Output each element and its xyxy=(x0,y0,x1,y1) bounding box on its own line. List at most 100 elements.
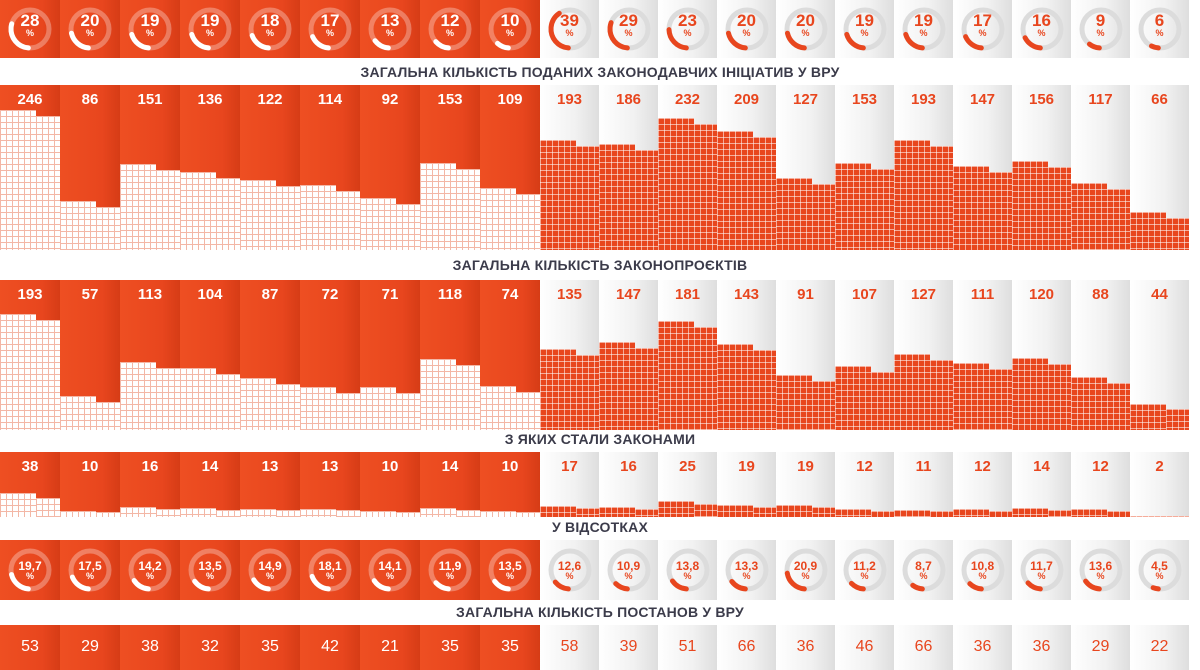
ring-chart xyxy=(128,7,172,51)
resolution-count: 66 xyxy=(914,638,933,655)
ring-arc xyxy=(248,7,292,51)
ring-chart xyxy=(725,7,768,51)
ring-value-text: 19 xyxy=(200,11,220,30)
ring-value-text: 14,9 xyxy=(258,559,282,573)
bar-value-label: 87 xyxy=(261,286,279,303)
grey-column: 39 xyxy=(599,625,658,670)
grey-column: 147 xyxy=(599,280,658,430)
bar-value-label: 13 xyxy=(261,458,279,475)
percent-sign: % xyxy=(1096,28,1105,38)
bar xyxy=(240,377,276,430)
grey-column: 12 xyxy=(1071,452,1130,517)
ring-chart xyxy=(902,548,945,592)
orange-column: 10% xyxy=(480,0,540,58)
bar-value-label: 135 xyxy=(556,286,583,303)
orange-column: 18% xyxy=(240,0,300,58)
ring-value: 10% xyxy=(480,12,540,38)
bar-step xyxy=(1165,408,1189,430)
ring-arc xyxy=(607,548,650,592)
bar xyxy=(1012,358,1048,430)
grey-column: 36 xyxy=(953,625,1012,670)
ring-arc xyxy=(1020,7,1063,51)
orange-column: 87 xyxy=(240,280,300,430)
grey-column: 22 xyxy=(1130,625,1189,670)
bar-step xyxy=(1106,383,1130,430)
ring-value-text: 13,5 xyxy=(498,559,522,573)
bar-step xyxy=(811,381,835,430)
percent-sign: % xyxy=(919,571,928,581)
ring-arc xyxy=(68,7,112,51)
ring-chart xyxy=(548,7,591,51)
grey-column: 19 xyxy=(717,452,776,517)
bar-step xyxy=(811,507,835,517)
orange-column: 74 xyxy=(480,280,540,430)
bar-value-label: 117 xyxy=(1088,91,1113,108)
title-bills: ЗАГАЛЬНА КІЛЬКІСТЬ ЗАКОНОПРОЄКТІВ xyxy=(452,257,748,273)
bar xyxy=(60,510,96,517)
bar-value-label: 114 xyxy=(317,91,343,108)
orange-column: 14,1% xyxy=(360,540,420,600)
bar-step xyxy=(693,504,717,517)
grey-column: 186 xyxy=(599,85,658,250)
resolution-count: 51 xyxy=(678,638,697,655)
bar-value-label: 2 xyxy=(1155,458,1164,475)
ring-value-text: 16 xyxy=(1032,11,1051,30)
bar-step xyxy=(456,365,480,430)
bar-step xyxy=(870,168,894,250)
bar xyxy=(480,510,516,517)
ring-arc xyxy=(902,548,945,592)
ring-value-text: 10,9 xyxy=(616,559,641,573)
grey-column: 2 xyxy=(1130,452,1189,517)
grey-column: 17 xyxy=(540,452,599,517)
ring-arc xyxy=(784,548,827,592)
bar-step xyxy=(276,186,300,250)
ring-value: 14,1% xyxy=(360,560,420,581)
grey-column: 232 xyxy=(658,85,717,250)
bar-value-label: 71 xyxy=(381,286,399,303)
ring-value-text: 17 xyxy=(320,11,340,30)
bar-value-label: 151 xyxy=(137,91,163,108)
grey-column: 153 xyxy=(835,85,894,250)
orange-column: 118 xyxy=(420,280,480,430)
ring-arc xyxy=(1079,548,1122,592)
bar xyxy=(300,185,336,250)
ring-arc xyxy=(188,548,232,592)
ring-value: 19% xyxy=(835,12,894,38)
bar-step xyxy=(216,178,240,250)
orange-column: 19,7% xyxy=(0,540,60,600)
orange-column: 14 xyxy=(180,452,240,517)
orange-column: 16 xyxy=(120,452,180,517)
grey-column: 19% xyxy=(835,0,894,58)
bar-value-label: 118 xyxy=(437,286,463,303)
orange-column: 53 xyxy=(0,625,60,670)
ring-value-text: 20 xyxy=(80,11,100,30)
ring-chart xyxy=(1138,548,1181,592)
grey-column: 12 xyxy=(953,452,1012,517)
laws-bars-row: 38 10 16 14 13 13 10 14 10 17 16 25 19 19 12 11 12 14 12 2 xyxy=(0,452,1190,517)
ring-value: 19,7% xyxy=(0,560,60,581)
ring-chart xyxy=(1079,7,1122,51)
ring-chart xyxy=(1020,7,1063,51)
ring-value: 13,5% xyxy=(180,560,240,581)
bar-step xyxy=(988,172,1012,250)
title-laws: З ЯКИХ СТАЛИ ЗАКОНАМИ xyxy=(504,431,696,447)
ring-chart xyxy=(961,7,1004,51)
ring-arc xyxy=(488,7,532,51)
ring-value: 23% xyxy=(658,12,717,38)
ring-arc xyxy=(128,548,172,592)
ring-value: 19% xyxy=(180,12,240,38)
orange-column: 32 xyxy=(180,625,240,670)
grey-column: 117 xyxy=(1071,85,1130,250)
ring-value: 17% xyxy=(300,12,360,38)
bar-value-label: 127 xyxy=(792,91,819,108)
bar-value-label: 92 xyxy=(381,91,399,108)
ring-chart xyxy=(188,548,232,592)
bar-step xyxy=(96,206,120,250)
ring-value: 20,9% xyxy=(776,560,835,581)
bar xyxy=(717,505,753,517)
ring-arc xyxy=(548,548,591,592)
grey-column: 193 xyxy=(894,85,953,250)
ring-arc xyxy=(188,7,232,51)
bar-step xyxy=(396,511,420,517)
ring-value: 14,9% xyxy=(240,560,300,581)
